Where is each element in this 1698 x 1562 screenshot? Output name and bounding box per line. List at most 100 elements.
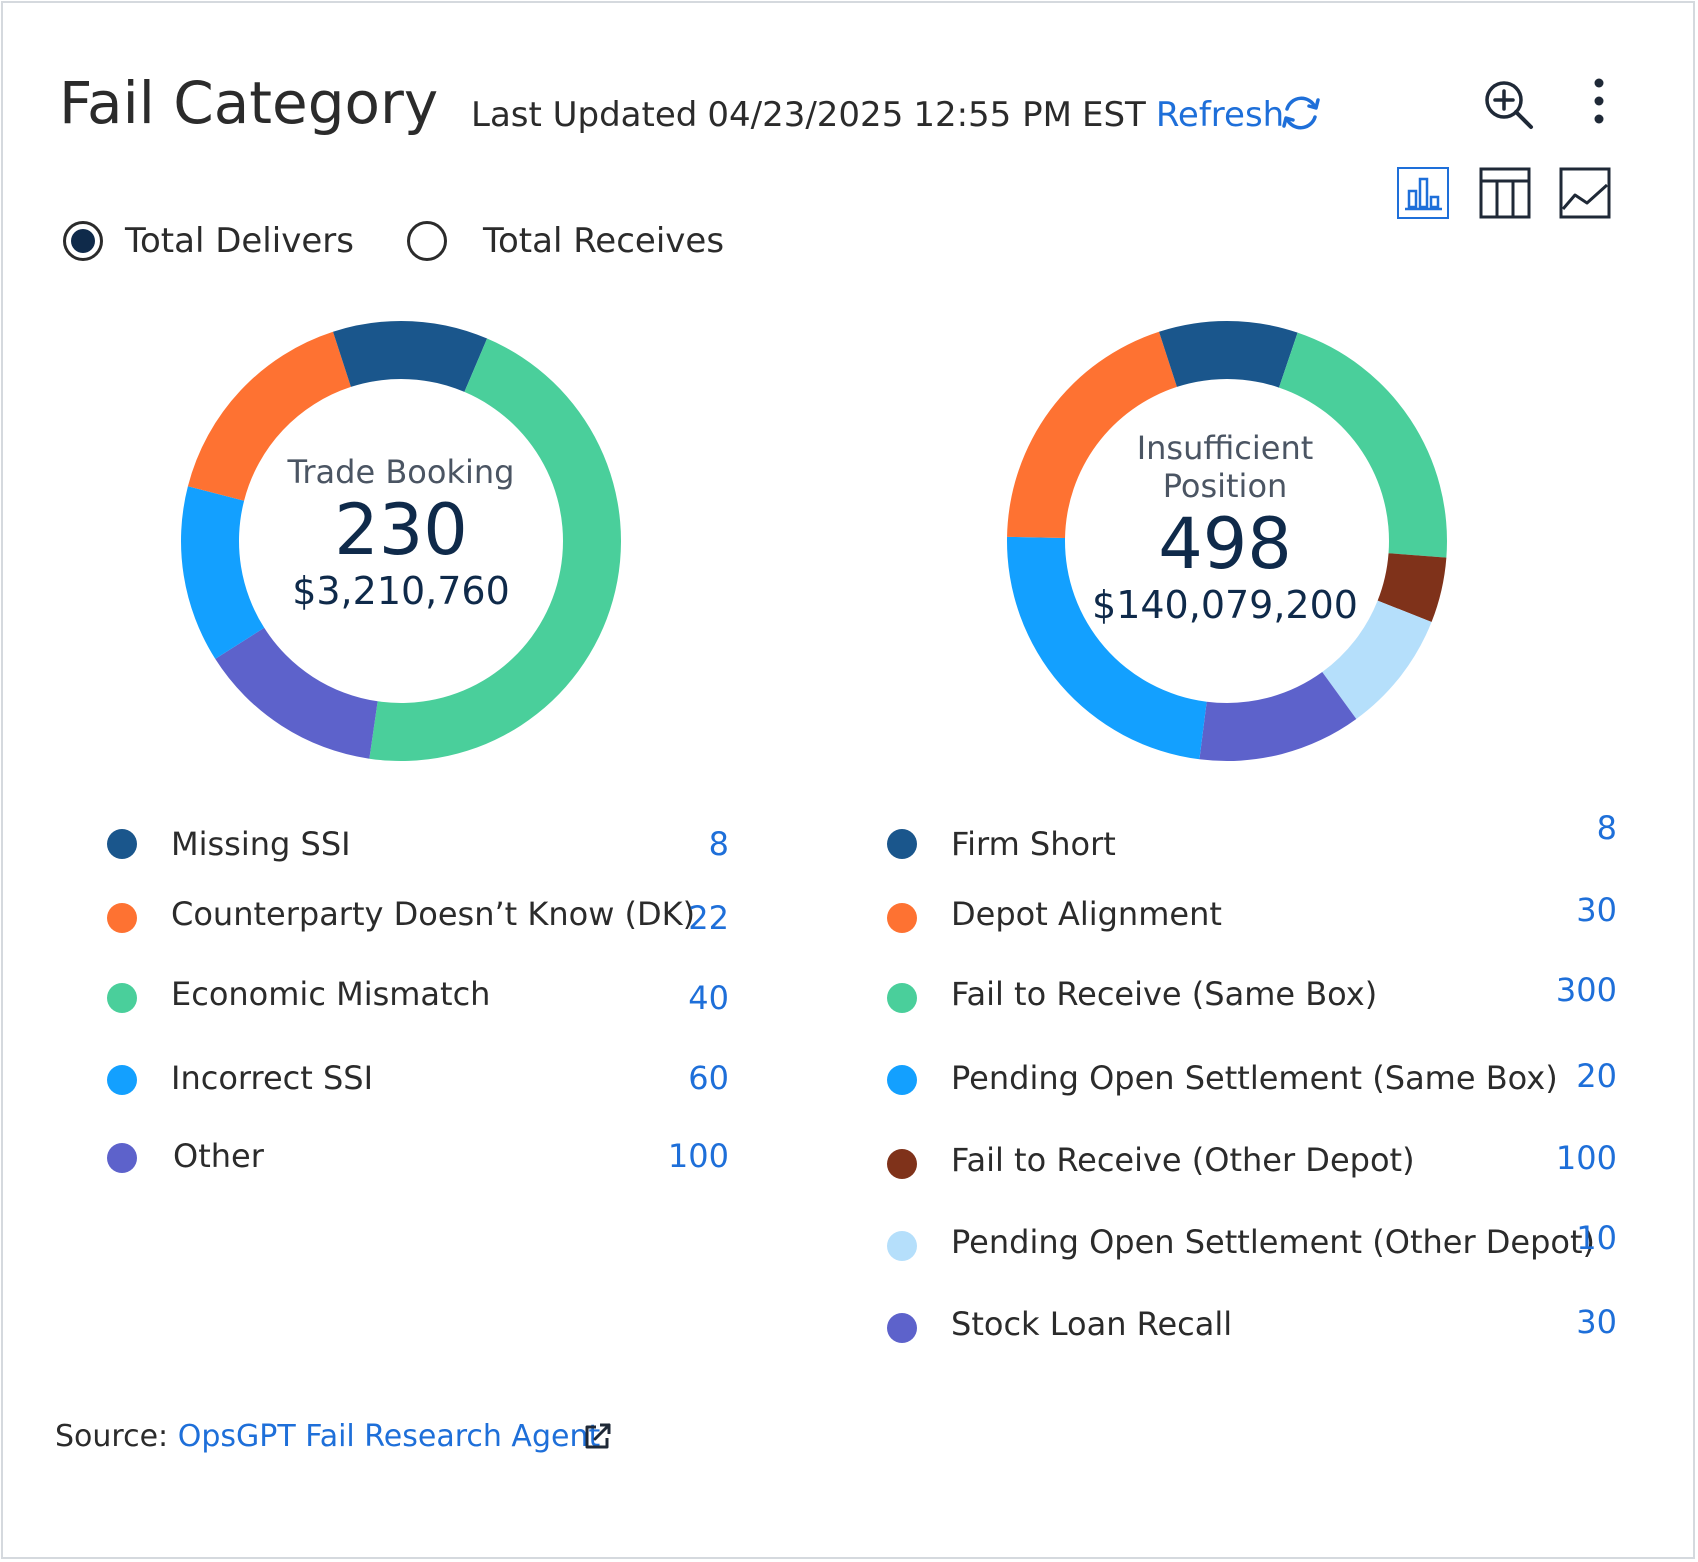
legend-label: Counterparty Doesn’t Know (DK) (171, 895, 696, 933)
page-title: Fail Category (59, 69, 439, 137)
last-updated-timezone: EST (1081, 95, 1146, 135)
donut-segment[interactable] (369, 338, 621, 761)
donut-center-count: 230 (334, 489, 468, 571)
legend-dot (107, 903, 137, 933)
radio-total-receives[interactable]: Total Receives (407, 221, 724, 261)
donut-segment[interactable] (1377, 553, 1447, 622)
legend-item[interactable]: Firm Short 8 (887, 809, 1617, 865)
legend-label: Depot Alignment (951, 895, 1222, 933)
radio-total-delivers[interactable]: Total Delivers (63, 221, 354, 261)
legend-label: Incorrect SSI (171, 1059, 373, 1097)
refresh-link[interactable]: Refresh (1155, 95, 1285, 135)
donut-center-label: Insufficient Position (1136, 429, 1314, 505)
legend-label: Pending Open Settlement (Other Depot) (951, 1223, 1596, 1261)
legend-dot (107, 1143, 137, 1173)
donut-segment[interactable] (215, 627, 378, 759)
donut-center-trade-booking: Trade Booking 230 $3,210,760 (229, 453, 573, 613)
legend-item[interactable]: Pending Open Settlement (Same Box) 20 (887, 1057, 1617, 1099)
more-vertical-icon[interactable] (1579, 77, 1619, 125)
legend-value: 8 (708, 825, 729, 863)
donut-center-amount: $3,210,760 (292, 569, 510, 613)
legend-item[interactable]: Depot Alignment 30 (887, 891, 1617, 939)
legend-dot (107, 1065, 137, 1095)
refresh-icon[interactable] (1279, 91, 1323, 135)
legend-value: 30 (1576, 891, 1617, 929)
donut-segment[interactable] (187, 331, 351, 501)
legend-label: Stock Loan Recall (951, 1305, 1233, 1343)
legend-item[interactable]: Fail to Receive (Other Depot) 100 (887, 1139, 1617, 1183)
legend-dot (887, 829, 917, 859)
legend-label: Fail to Receive (Same Box) (951, 975, 1378, 1013)
donut-chart-trade-booking[interactable] (179, 319, 623, 763)
donut-segment[interactable] (1007, 536, 1207, 760)
legend-label: Pending Open Settlement (Same Box) (951, 1059, 1558, 1097)
legend-dot (887, 1231, 917, 1261)
source-line: Source: OpsGPT Fail Research Agent (55, 1419, 600, 1454)
legend-dot (887, 1065, 917, 1095)
legend-value: 100 (1555, 1139, 1617, 1177)
legend-value: 100 (667, 1137, 729, 1175)
table-icon (1479, 167, 1531, 219)
donut-segment[interactable] (401, 321, 488, 392)
donut-center-amount: $140,079,200 (1092, 583, 1358, 627)
last-updated-date: 04/23/2025 (707, 95, 904, 135)
line-chart-view-button[interactable] (1559, 167, 1611, 219)
radio-selected-indicator[interactable] (63, 221, 103, 261)
donut-center-label: Trade Booking (287, 453, 515, 491)
legend-item[interactable]: Incorrect SSI 60 (107, 1059, 729, 1099)
donut-segment[interactable] (1278, 332, 1447, 558)
donut-segment[interactable] (1322, 600, 1432, 719)
last-updated-label: Last Updated (471, 95, 698, 135)
table-view-button[interactable] (1479, 167, 1531, 219)
last-updated-time: 12:55 PM (913, 95, 1072, 135)
legend-item[interactable]: Pending Open Settlement (Other Depot) 10 (887, 1219, 1617, 1267)
line-chart-icon (1559, 167, 1611, 219)
legend-value: 10 (1576, 1219, 1617, 1257)
legend-dot (107, 983, 137, 1013)
legend-label: Firm Short (951, 825, 1116, 863)
radio-dot (71, 229, 95, 253)
legend-item[interactable]: Counterparty Doesn’t Know (DK) 22 (107, 895, 729, 939)
donut-segment[interactable] (181, 486, 265, 659)
legend-label: Missing SSI (171, 825, 351, 863)
legend-item[interactable]: Missing SSI 8 (107, 825, 729, 865)
donut-segment[interactable] (333, 321, 401, 387)
legend-dot (887, 1313, 917, 1343)
legend-value: 30 (1576, 1303, 1617, 1341)
donut-segment[interactable] (1199, 672, 1357, 761)
legend-value: 300 (1555, 971, 1617, 1009)
bar-chart-icon (1405, 177, 1442, 211)
legend-value: 40 (688, 979, 729, 1017)
legend-value: 60 (688, 1059, 729, 1097)
legend-value: 8 (1596, 809, 1617, 847)
donut-chart-insufficient-position[interactable] (1005, 319, 1449, 763)
legend-label: Economic Mismatch (171, 975, 491, 1013)
legend-item[interactable]: Stock Loan Recall 30 (887, 1303, 1617, 1349)
external-link-icon[interactable] (583, 1421, 613, 1451)
legend-dot (887, 1149, 917, 1179)
zoom-in-icon[interactable] (1481, 77, 1537, 133)
donut-segment[interactable] (1227, 321, 1298, 388)
legend-label: Other (173, 1137, 264, 1175)
last-updated: Last Updated 04/23/2025 12:55 PM EST Refresh (471, 95, 1294, 135)
radio-unselected-indicator[interactable] (407, 221, 447, 261)
legend-item[interactable]: Economic Mismatch 40 (107, 975, 729, 1019)
bar-chart-view-button[interactable] (1397, 167, 1449, 219)
source-label: Source: (55, 1419, 169, 1454)
legend-item[interactable]: Fail to Receive (Same Box) 300 (887, 971, 1617, 1019)
radio-total-delivers-label: Total Delivers (125, 221, 354, 261)
donut-segment[interactable] (1159, 321, 1227, 387)
legend-dot (887, 983, 917, 1013)
legend-dot (107, 829, 137, 859)
source-link[interactable]: OpsGPT Fail Research Agent (177, 1419, 601, 1454)
legend-item[interactable]: Other 100 (107, 1137, 729, 1177)
radio-total-receives-label: Total Receives (483, 221, 725, 261)
donut-center-count: 498 (1158, 503, 1292, 585)
donut-center-insufficient-position: Insufficient Position 498 $140,079,200 (1053, 429, 1397, 627)
donut-segment[interactable] (1007, 331, 1177, 538)
legend-label: Fail to Receive (Other Depot) (951, 1141, 1415, 1179)
legend-value: 20 (1576, 1057, 1617, 1095)
legend-dot (887, 903, 917, 933)
legend-value: 22 (688, 899, 729, 937)
